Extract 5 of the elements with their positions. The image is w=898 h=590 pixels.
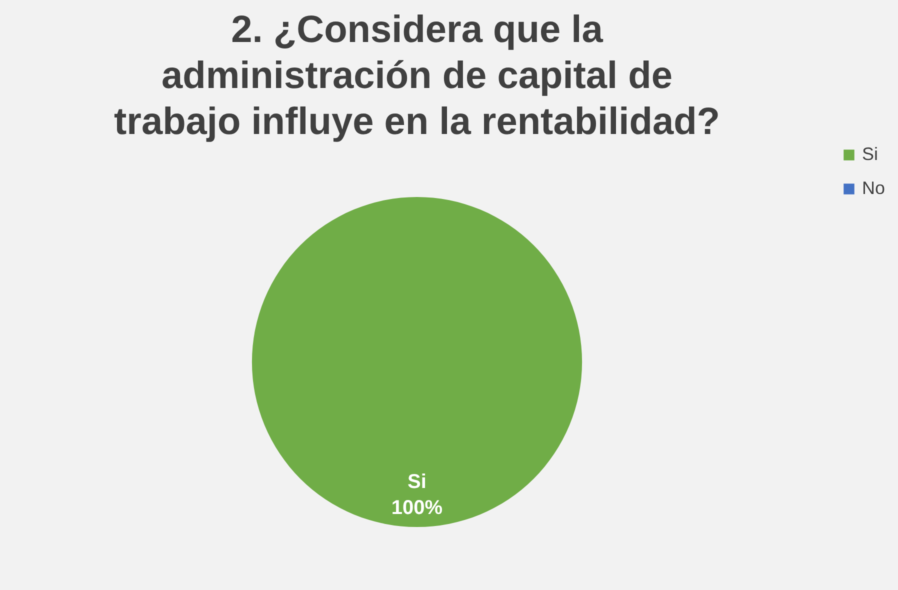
legend-label: No — [862, 178, 886, 198]
chart-title: 2. ¿Considera que la administración de capital de trabajo influye en la rentabilidad? — [114, 9, 720, 143]
legend-label: Si — [862, 144, 878, 164]
slice-label: Si — [408, 471, 426, 493]
data-label: 100% — [391, 497, 443, 519]
